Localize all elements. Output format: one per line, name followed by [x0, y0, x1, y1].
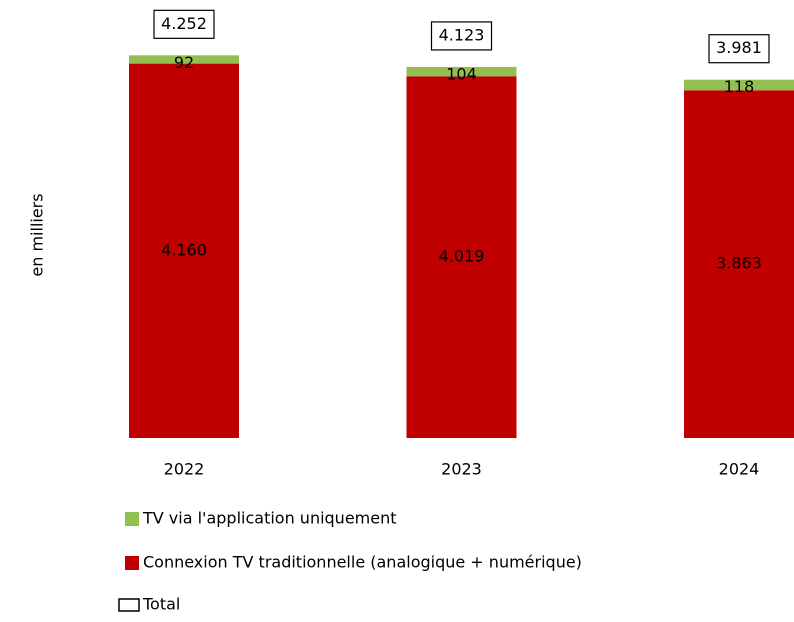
total-box — [153, 9, 215, 39]
x-tick-label: 2022 — [164, 460, 205, 479]
total-label: 3.981 — [716, 38, 762, 57]
total-label: 4.123 — [439, 25, 485, 44]
x-tick-label: 2023 — [441, 460, 482, 479]
data-label: 104 — [446, 64, 477, 83]
legend-label: Connexion TV traditionnelle (analogique … — [143, 553, 582, 572]
bar-segment — [684, 90, 794, 438]
y-axis-label: en milliers — [28, 193, 47, 276]
data-label: 4.019 — [439, 247, 485, 266]
legend-label: TV via l'application uniquement — [142, 509, 397, 528]
bar-segment — [406, 76, 517, 438]
total-label: 4.252 — [161, 14, 207, 33]
x-tick-label: 2024 — [719, 460, 760, 479]
legend-label: Total — [142, 595, 180, 614]
bar-segment — [406, 66, 517, 77]
data-label: 92 — [174, 53, 194, 72]
bar-segment — [684, 79, 794, 91]
bar-segment — [129, 63, 239, 438]
data-label: 118 — [724, 77, 755, 96]
bar-segment — [129, 55, 239, 64]
data-label: 3.863 — [716, 254, 762, 273]
legend-swatch — [125, 556, 139, 570]
legend-swatch — [118, 598, 140, 612]
total-box — [430, 21, 493, 51]
data-label: 4.160 — [161, 240, 207, 259]
legend-swatch — [125, 512, 139, 526]
total-box — [708, 34, 770, 64]
